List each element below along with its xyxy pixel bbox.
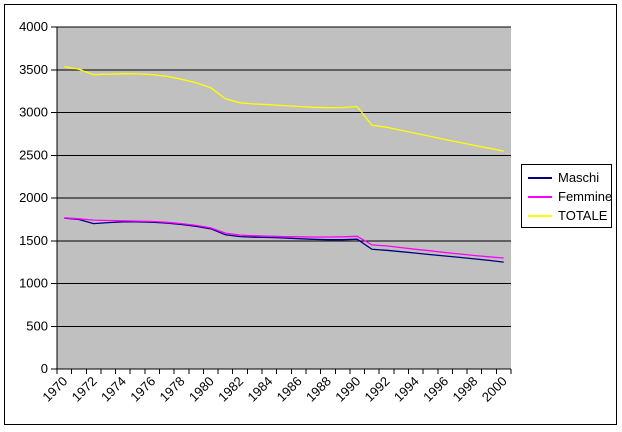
y-axis-label: 3500 (19, 62, 48, 77)
legend-item-maschi: Maschi (522, 168, 611, 187)
y-axis-label: 2500 (19, 147, 48, 162)
y-axis-label: 2000 (19, 190, 48, 205)
x-axis-label: 1974 (98, 374, 129, 405)
x-axis-label: 1992 (362, 374, 393, 405)
x-axis-label: 1988 (303, 374, 334, 405)
x-axis-label: 1980 (186, 374, 217, 405)
legend-key-line (528, 214, 552, 217)
legend: Maschi Femmine TOTALE (521, 164, 612, 228)
x-axis-label: 1998 (449, 374, 480, 405)
x-axis-label: 1984 (244, 374, 275, 405)
legend-key-line (528, 195, 552, 198)
x-axis-label: 1990 (332, 374, 363, 405)
y-axis-label: 500 (26, 318, 48, 333)
legend-item-femmine: Femmine (522, 187, 613, 206)
y-axis-label: 1000 (19, 276, 48, 291)
y-axis-label: 1500 (19, 233, 48, 248)
x-axis-label: 1982 (215, 374, 246, 405)
series-line-maschi (64, 217, 504, 263)
legend-key-line (528, 176, 552, 179)
y-axis-label: 0 (41, 361, 48, 376)
x-axis-label: 1972 (69, 374, 100, 405)
series-line-femmine (64, 217, 504, 259)
legend-label: Femmine (558, 189, 613, 204)
y-axis-label: 3000 (19, 105, 48, 120)
x-axis-label: 2000 (479, 374, 510, 405)
legend-item-totale: TOTALE (522, 206, 611, 225)
x-axis-label: 1976 (127, 374, 158, 405)
legend-label: TOTALE (558, 208, 608, 223)
y-axis-label: 4000 (19, 19, 48, 34)
x-axis-label: 1970 (39, 374, 70, 405)
x-axis-label: 1994 (391, 374, 422, 405)
x-axis-label: 1996 (420, 374, 451, 405)
x-axis-label: 1986 (274, 374, 305, 405)
x-axis-label: 1978 (157, 374, 188, 405)
series-line-totale (64, 66, 504, 152)
legend-label: Maschi (558, 170, 600, 185)
